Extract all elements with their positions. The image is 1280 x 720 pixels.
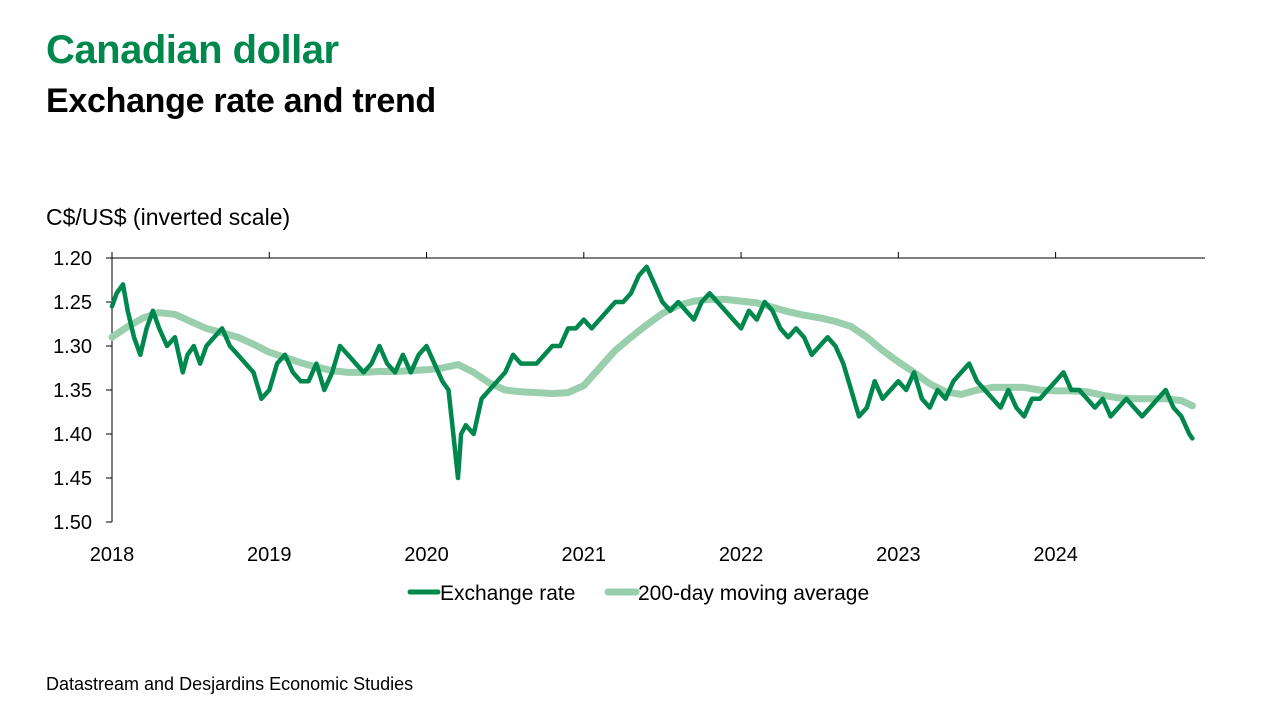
x-tick-label: 2020 <box>404 544 449 566</box>
y-axis-label: C$/US$ (inverted scale) <box>46 204 291 230</box>
x-tick-label: 2018 <box>90 544 135 566</box>
chart-axes: 1.20 1.25 1.30 1.35 1.40 1.45 1.50 2018 2019 2020… <box>53 248 1205 566</box>
y-tick-label: 1.35 <box>53 380 92 402</box>
chart-series <box>108 264 1196 481</box>
page-title: Canadian dollar <box>46 28 339 72</box>
exchange-rate-line <box>109 264 1195 481</box>
x-tick-label: 2019 <box>247 544 292 566</box>
y-tick-label: 1.30 <box>53 336 92 358</box>
x-tick-label: 2023 <box>876 544 921 566</box>
source-note: Datastream and Desjardins Economic Studi… <box>46 674 414 694</box>
legend-moving-average-label: 200-day moving average <box>638 582 869 605</box>
y-tick-label: 1.50 <box>53 512 92 534</box>
x-tick-label: 2021 <box>562 544 607 566</box>
chart-legend: Exchange rate 200-day moving average <box>407 582 869 605</box>
page-subtitle: Exchange rate and trend <box>46 82 436 120</box>
legend-exchange-rate-label: Exchange rate <box>440 582 575 605</box>
y-tick-label: 1.40 <box>53 424 92 446</box>
y-tick-label: 1.20 <box>53 248 92 270</box>
y-tick-label: 1.25 <box>53 292 92 314</box>
moving-average-line <box>108 295 1196 410</box>
y-tick-label: 1.45 <box>53 468 92 490</box>
x-tick-label: 2024 <box>1033 544 1078 566</box>
x-tick-label: 2022 <box>719 544 764 566</box>
